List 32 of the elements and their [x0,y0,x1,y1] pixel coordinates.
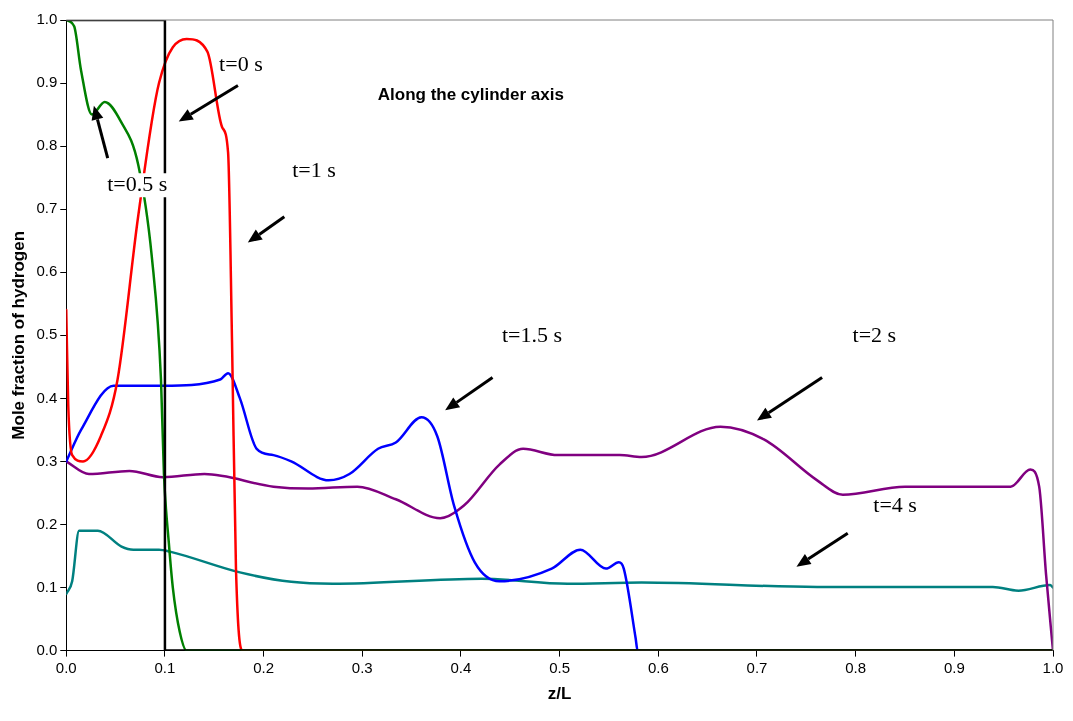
line-series [66,529,1053,596]
annotation: t=1.5 s [501,322,563,348]
y-tick-label: 0.5 [36,325,58,343]
y-tick-label: 0.0 [36,640,58,658]
y-tick-label: 0.8 [36,136,58,154]
x-tick-label: 0.4 [450,658,472,676]
annotation: t=0.5 s [107,171,168,196]
y-tick-label: 0.1 [36,577,58,595]
annotation: t=2 s [852,321,897,347]
x-tick-label: 0.6 [647,658,669,676]
x-tick-label: 0.2 [253,658,275,676]
y-tick-label: 0.7 [36,199,58,217]
x-tick-label: 0.7 [746,658,768,676]
annotation: t=1 s [292,157,336,183]
x-tick-label: 1.0 [1042,658,1064,676]
x-tick-label: 0.0 [55,658,77,676]
y-tick-label: 0.4 [36,388,58,406]
x-tick-label: 0.9 [943,658,965,676]
annotation: t=4 s [873,491,917,517]
text: Along the cylinder axis [377,84,564,104]
x-axis-title: z/L [547,684,572,704]
y-tick-label: 0.6 [36,262,58,280]
x-tick-label: 0.1 [154,658,176,676]
y-tick-label: 0.3 [36,451,58,469]
x-tick-label: 0.8 [845,658,867,676]
annotation: t=0 s [219,50,263,76]
y-tick-label: 1.0 [36,10,58,28]
y-tick-label: 0.9 [36,73,58,91]
x-tick-label: 0.3 [351,658,373,676]
y-axis-title: Mole fraction of hydrogen [8,230,28,440]
x-tick-label: 0.5 [549,658,571,676]
y-tick-label: 0.2 [36,514,58,532]
